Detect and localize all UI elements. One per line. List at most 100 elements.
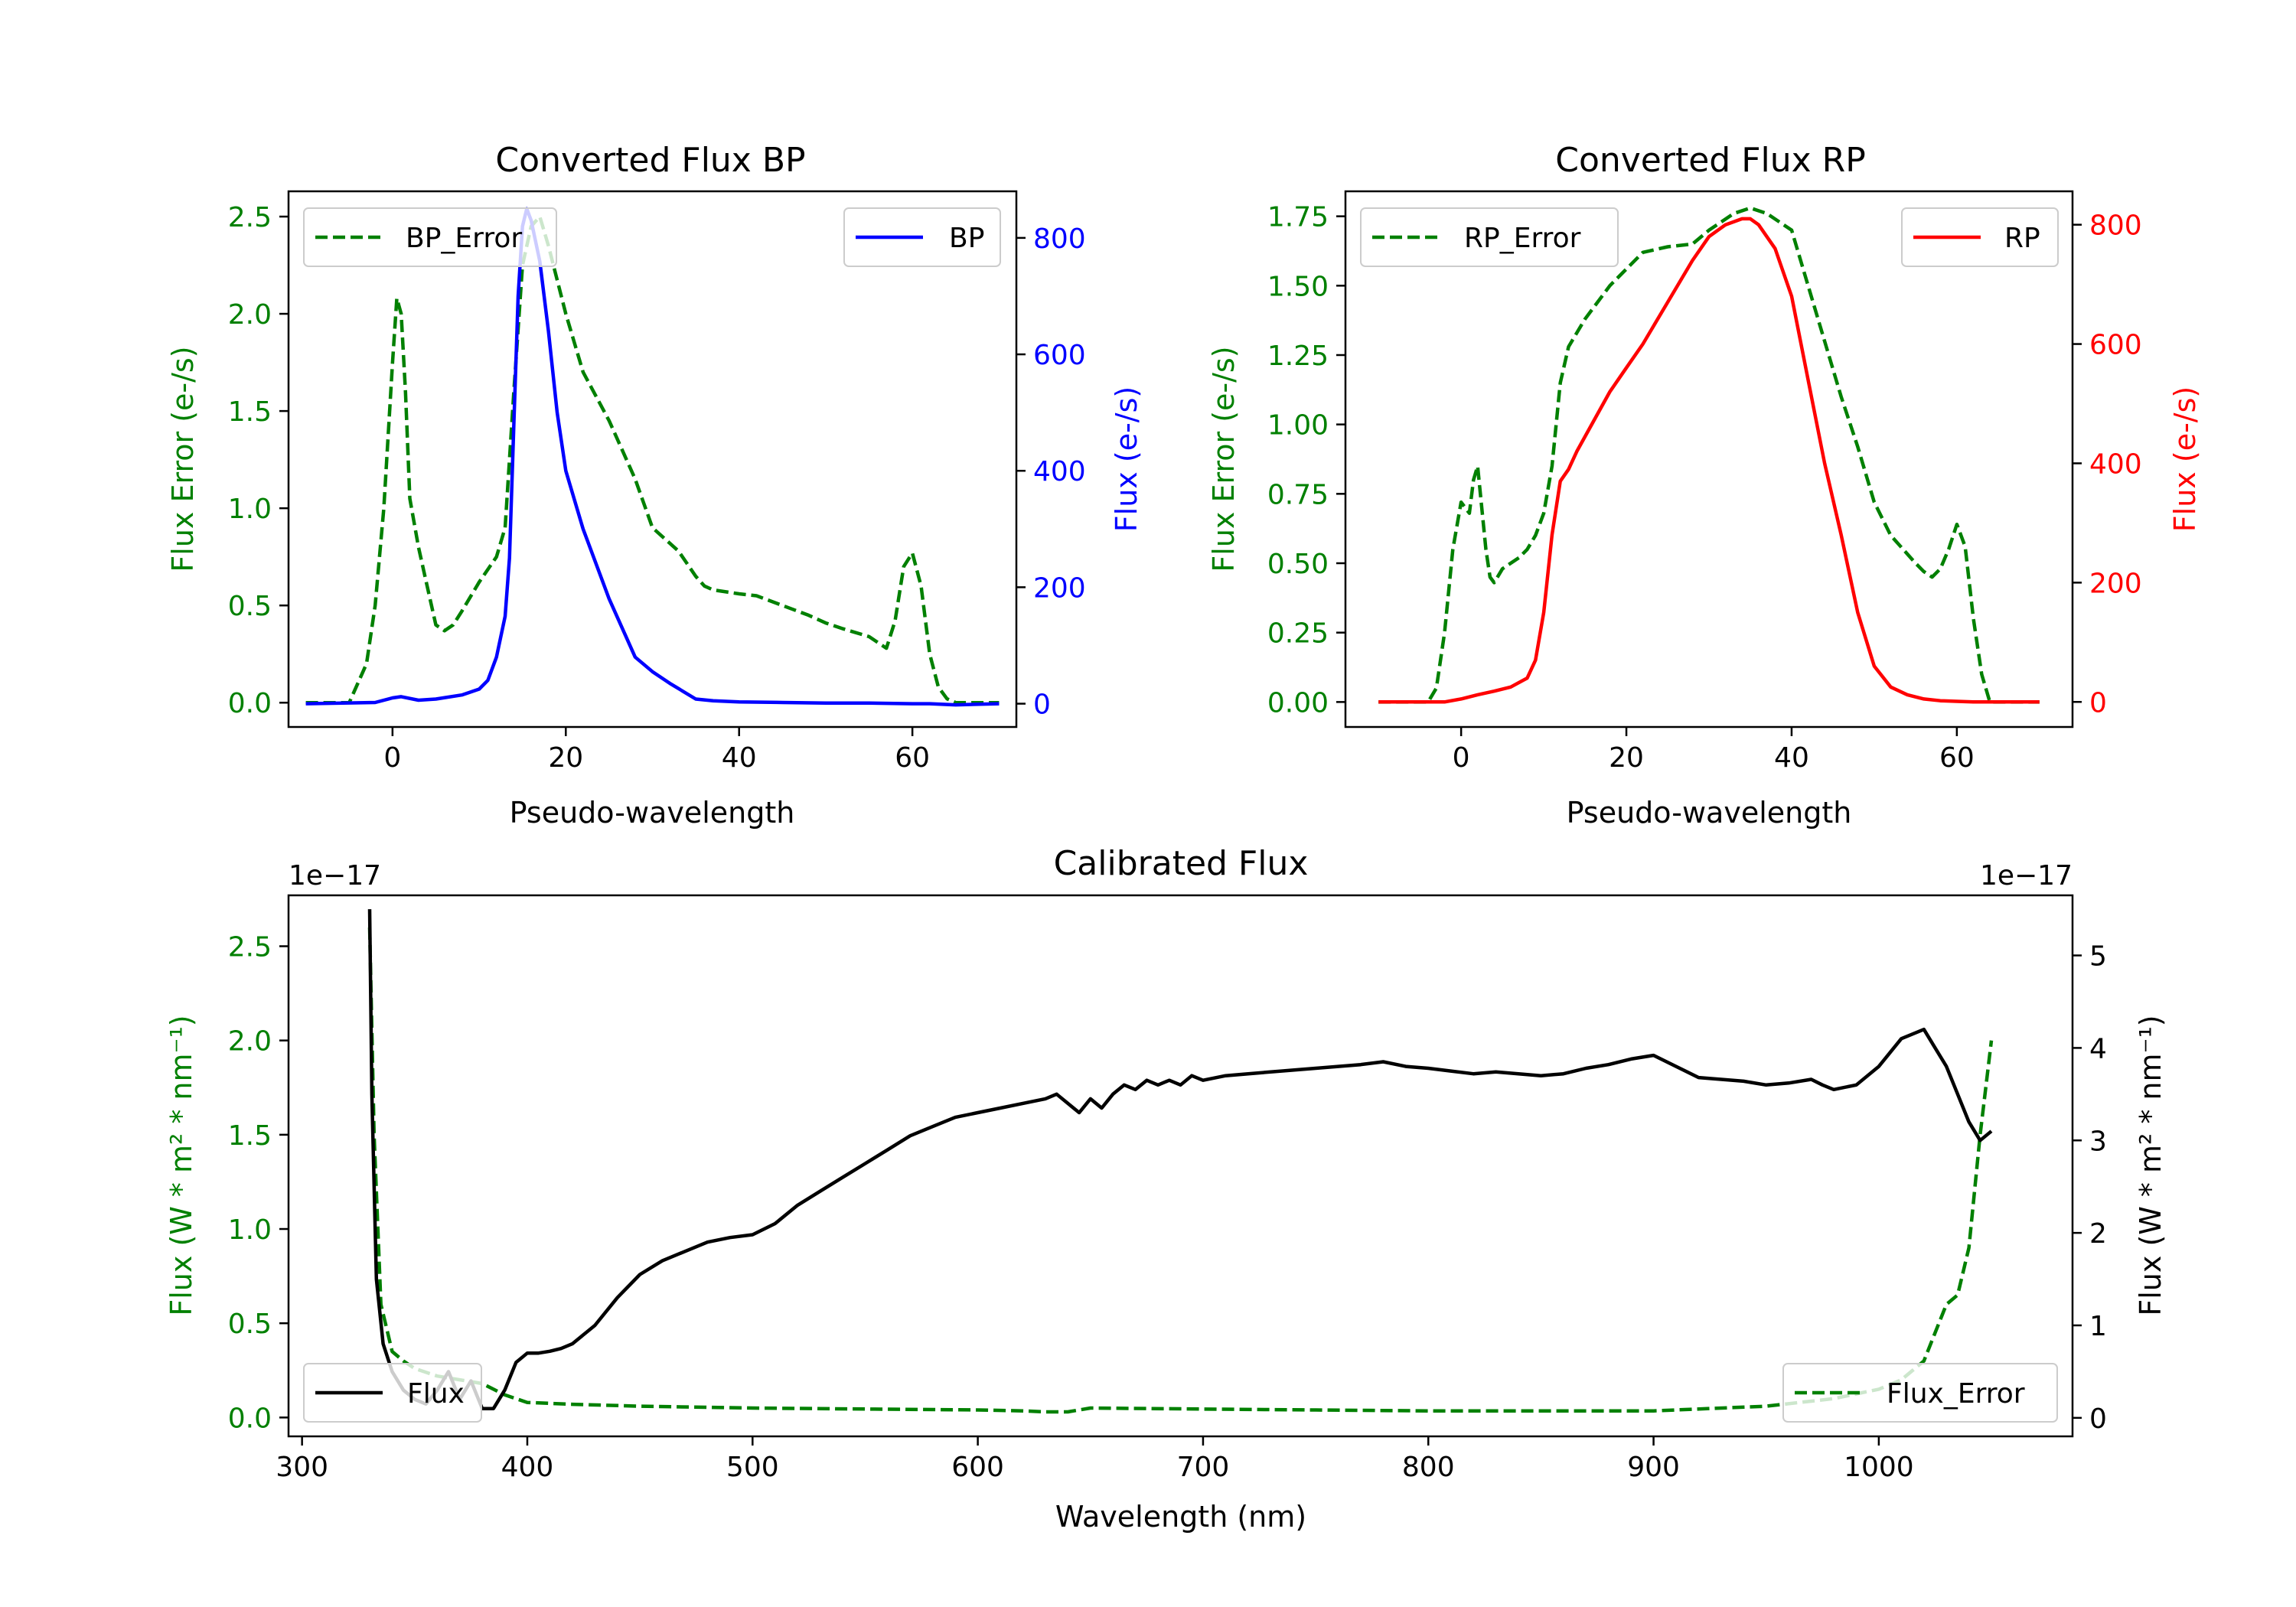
cal-x-tick-label: 500 <box>726 1452 779 1483</box>
calibrated-right-y-ticks: 0 1 2 3 4 5 <box>2073 941 2107 1435</box>
calibrated-axes-frame <box>287 894 2074 1438</box>
cal-left-y-tick-label: 0.5 <box>228 1309 272 1340</box>
bp-left-y-tick-label: 0.0 <box>228 688 272 719</box>
rp-series-rp-line <box>1378 217 2040 704</box>
rp-right-y-tick-label: 400 <box>2089 448 2142 480</box>
rp-right-y-label: Flux (e-/s) <box>2168 386 2202 532</box>
cal-left-y-tick-label: 0.0 <box>228 1403 272 1434</box>
bp-left-y-tick-label: 1.0 <box>228 494 272 525</box>
bp-right-y-tick-label: 200 <box>1033 572 1086 604</box>
bp-x-ticks: 0 20 40 60 <box>383 727 930 774</box>
bp-series-bp-line <box>305 207 1000 707</box>
calibrated-legend-right-box <box>1782 1363 2058 1423</box>
bp-legend-left-label: BP_Error <box>406 223 522 254</box>
rp-left-y-tick-label: 0.00 <box>1267 687 1329 719</box>
cal-series-flux-error-line <box>367 927 1994 1414</box>
rp-left-y-label: Flux Error (e-/s) <box>1207 346 1241 572</box>
bp-x-tick-label: 0 <box>383 742 401 774</box>
rp-right-y-tick-label: 600 <box>2089 330 2142 361</box>
rp-x-tick-label: 20 <box>1609 742 1644 774</box>
bp-left-y-ticks: 0.0 0.5 1.0 1.5 2.0 2.5 <box>228 202 289 719</box>
bp-x-tick-label: 60 <box>895 742 930 774</box>
cal-x-tick-label: 300 <box>276 1452 328 1483</box>
rp-x-ticks: 0 20 40 60 <box>1453 727 1975 774</box>
cal-right-y-tick-label: 0 <box>2089 1403 2107 1435</box>
rp-left-y-ticks: 0.00 0.25 0.50 0.75 1.00 1.25 1.50 1.75 <box>1267 202 1345 719</box>
bp-legend-right-label: BP <box>949 223 984 254</box>
rp-title: Converted Flux RP <box>1555 141 1866 180</box>
rp-right-y-tick-label: 800 <box>2089 210 2142 242</box>
rp-panel: Converted Flux RP 0 20 40 60 0.000.250.500.… <box>1207 141 2202 830</box>
rp-legend-left-label: RP_Error <box>1464 223 1581 254</box>
calibrated-legend-right-label: Flux_Error <box>1887 1378 2025 1410</box>
calibrated-title: Calibrated Flux <box>1054 844 1309 883</box>
bp-series-bp-error-line <box>305 214 1000 705</box>
rp-legend-right-label: RP <box>2004 223 2040 254</box>
bp-left-y-tick-label: 2.5 <box>228 202 272 233</box>
cal-left-y-tick-label: 2.5 <box>228 932 272 963</box>
calibrated-left-y-ticks: 0.0 0.5 1.0 1.5 2.0 2.5 <box>228 932 289 1434</box>
calibrated-legend-left: Flux <box>303 1363 482 1423</box>
cal-x-tick-label: 700 <box>1177 1452 1230 1483</box>
rp-left-y-tick-label: 1.00 <box>1267 410 1329 442</box>
rp-legend-right: RP <box>1901 207 2059 267</box>
cal-series-flux-line <box>367 909 1993 1410</box>
bp-right-y-label: Flux (e-/s) <box>1110 386 1143 532</box>
rp-x-tick-label: 0 <box>1453 742 1470 774</box>
bp-series-layer <box>305 207 1000 707</box>
rp-left-y-tick-label: 0.50 <box>1267 549 1329 580</box>
rp-left-y-tick-label: 1.50 <box>1267 271 1329 302</box>
cal-x-tick-label: 1000 <box>1844 1452 1914 1483</box>
bp-left-y-tick-label: 2.0 <box>228 299 272 331</box>
rp-legend-left-box <box>1360 207 1619 267</box>
cal-x-tick-label: 900 <box>1627 1452 1680 1483</box>
calibrated-x-label: Wavelength (nm) <box>1055 1500 1306 1534</box>
bp-legend-right: BP <box>843 207 1001 267</box>
rp-legend-left: RP_Error <box>1360 207 1619 267</box>
rp-right-y-ticks: 0 200 400 600 800 <box>2073 210 2142 719</box>
bp-right-y-tick-label: 0 <box>1033 689 1051 721</box>
calibrated-right-y-label: Flux (W * m² * nm⁻¹) <box>2134 1015 2167 1315</box>
calibrated-panel: Calibrated Flux 300 400 500 600 700 800 900 100… <box>165 844 2167 1534</box>
cal-right-y-tick-label: 1 <box>2089 1311 2107 1342</box>
rp-left-y-tick-label: 1.25 <box>1267 341 1329 372</box>
bp-left-y-tick-label: 1.5 <box>228 396 272 428</box>
cal-right-y-tick-label: 3 <box>2089 1126 2107 1157</box>
cal-x-tick-label: 800 <box>1402 1452 1455 1483</box>
rp-left-y-tick-label: 1.75 <box>1267 202 1329 233</box>
rp-axes-frame <box>1344 190 2074 729</box>
calibrated-left-y-label: Flux (W * m² * nm⁻¹) <box>165 1015 198 1315</box>
calibrated-right-offset-text: 1e−17 <box>1980 860 2073 892</box>
calibrated-legend-left-box <box>303 1363 482 1423</box>
rp-left-y-tick-label: 0.75 <box>1267 479 1329 510</box>
bp-left-y-label: Flux Error (e-/s) <box>166 346 200 572</box>
cal-right-y-tick-label: 2 <box>2089 1218 2107 1250</box>
bp-legend-left: BP_Error <box>303 207 557 267</box>
bp-x-tick-label: 20 <box>548 742 583 774</box>
cal-x-tick-label: 600 <box>951 1452 1004 1483</box>
rp-series-layer <box>1378 206 2040 704</box>
bp-legend-left-box <box>303 207 557 267</box>
calibrated-x-ticks: 300 400 500 600 700 800 900 1000 <box>276 1436 1914 1483</box>
bp-axes-frame <box>287 190 1018 729</box>
rp-x-tick-label: 40 <box>1774 742 1809 774</box>
bp-x-label: Pseudo-wavelength <box>510 796 795 830</box>
rp-x-label: Pseudo-wavelength <box>1567 796 1852 830</box>
bp-title: Converted Flux BP <box>495 141 805 180</box>
calibrated-legend-left-label: Flux <box>407 1378 465 1410</box>
calibrated-left-offset-text: 1e−17 <box>289 860 381 892</box>
bp-x-tick-label: 40 <box>722 742 757 774</box>
bp-right-y-tick-label: 800 <box>1033 223 1086 255</box>
cal-left-y-tick-label: 2.0 <box>228 1026 272 1058</box>
bp-right-y-ticks: 0 200 400 600 800 <box>1016 223 1086 721</box>
cal-right-y-tick-label: 4 <box>2089 1033 2107 1064</box>
rp-left-y-tick-label: 0.25 <box>1267 618 1329 650</box>
calibrated-series-layer <box>367 909 1994 1414</box>
bp-right-y-tick-label: 400 <box>1033 456 1086 487</box>
bp-panel: Converted Flux BP 0 20 40 60 0.0 0.5 1.0 1.5 2.… <box>166 141 1143 830</box>
cal-left-y-tick-label: 1.0 <box>228 1214 272 1246</box>
cal-right-y-tick-label: 5 <box>2089 941 2107 973</box>
rp-right-y-tick-label: 0 <box>2089 687 2107 719</box>
rp-right-y-tick-label: 200 <box>2089 568 2142 599</box>
